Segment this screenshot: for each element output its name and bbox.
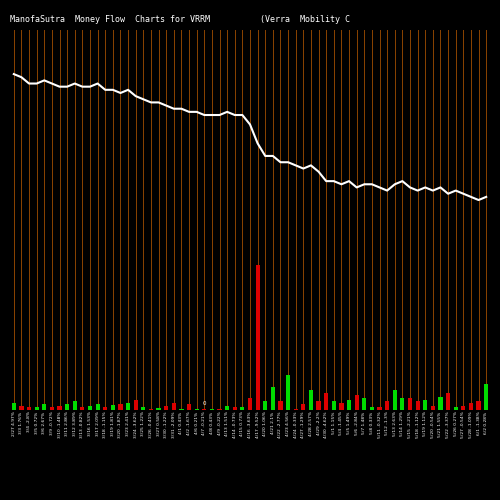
Bar bbox=[324, 392, 328, 410]
Bar bbox=[232, 407, 237, 410]
Bar bbox=[362, 398, 366, 410]
Bar bbox=[408, 398, 412, 410]
Bar bbox=[347, 400, 351, 410]
Bar bbox=[65, 404, 69, 410]
Bar bbox=[332, 402, 336, 410]
Bar bbox=[88, 406, 92, 410]
Text: (Verra  Mobility C: (Verra Mobility C bbox=[260, 15, 350, 24]
Bar bbox=[354, 396, 359, 410]
Bar bbox=[431, 406, 435, 410]
Bar bbox=[126, 402, 130, 410]
Bar bbox=[454, 407, 458, 410]
Bar bbox=[202, 409, 206, 410]
Bar bbox=[286, 375, 290, 410]
Bar bbox=[370, 407, 374, 410]
Bar bbox=[271, 387, 275, 410]
Bar bbox=[164, 406, 168, 410]
Bar bbox=[80, 407, 84, 410]
Bar bbox=[58, 406, 62, 410]
Text: 0: 0 bbox=[202, 401, 206, 406]
Bar bbox=[172, 402, 176, 410]
Bar bbox=[156, 408, 160, 410]
Bar bbox=[476, 402, 480, 410]
Bar bbox=[149, 408, 153, 410]
Bar bbox=[225, 406, 229, 410]
Bar bbox=[278, 402, 282, 410]
Bar bbox=[316, 402, 320, 410]
Bar bbox=[484, 384, 488, 410]
Bar bbox=[96, 404, 100, 410]
Bar bbox=[416, 402, 420, 410]
Bar bbox=[118, 404, 122, 410]
Bar bbox=[50, 407, 54, 410]
Bar bbox=[423, 400, 428, 410]
Bar bbox=[210, 408, 214, 410]
Bar bbox=[134, 400, 138, 410]
Bar bbox=[111, 405, 115, 410]
Bar bbox=[141, 406, 146, 410]
Bar bbox=[340, 402, 344, 410]
Bar bbox=[187, 404, 191, 410]
Bar bbox=[461, 406, 466, 410]
Text: ManofaSutra  Money Flow  Charts for VRRM: ManofaSutra Money Flow Charts for VRRM bbox=[10, 15, 210, 24]
Bar bbox=[218, 409, 222, 410]
Bar bbox=[378, 407, 382, 410]
Bar bbox=[27, 406, 31, 410]
Bar bbox=[263, 402, 268, 410]
Bar bbox=[294, 408, 298, 410]
Bar bbox=[309, 390, 313, 410]
Bar bbox=[385, 402, 389, 410]
Bar bbox=[469, 402, 473, 410]
Bar bbox=[248, 398, 252, 410]
Bar bbox=[392, 390, 397, 410]
Bar bbox=[400, 398, 404, 410]
Bar bbox=[240, 407, 244, 410]
Bar bbox=[256, 265, 260, 410]
Bar bbox=[20, 406, 24, 410]
Bar bbox=[12, 402, 16, 410]
Bar bbox=[194, 409, 199, 410]
Bar bbox=[103, 406, 108, 410]
Bar bbox=[180, 408, 184, 410]
Bar bbox=[34, 407, 39, 410]
Bar bbox=[438, 397, 442, 410]
Bar bbox=[446, 392, 450, 410]
Bar bbox=[42, 404, 46, 410]
Bar bbox=[301, 404, 306, 410]
Bar bbox=[72, 402, 77, 410]
